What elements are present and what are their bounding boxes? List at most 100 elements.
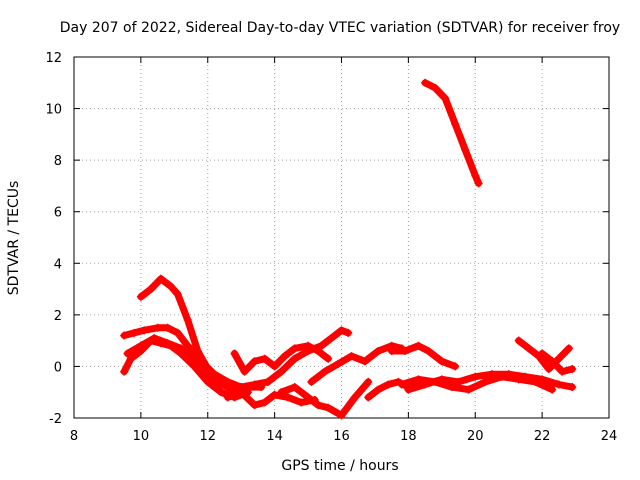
series-trace <box>388 342 459 370</box>
y-tick-label: 12 <box>45 51 62 66</box>
data-point <box>471 372 480 381</box>
data-point <box>223 393 232 402</box>
data-point <box>270 362 279 371</box>
data-point <box>290 354 299 363</box>
series-arc-13 <box>404 370 577 394</box>
x-tick-label: 14 <box>266 429 283 444</box>
data-point <box>183 341 192 350</box>
data-point <box>474 179 483 188</box>
data-point <box>217 388 226 397</box>
data-point <box>538 349 547 358</box>
data-point <box>280 352 289 361</box>
data-point <box>554 380 563 389</box>
data-point <box>290 383 299 392</box>
data-point <box>464 385 473 394</box>
data-point <box>270 390 279 399</box>
data-point <box>126 354 135 363</box>
data-point <box>344 328 353 337</box>
data-point <box>514 336 523 345</box>
data-point <box>481 377 490 386</box>
data-point <box>250 401 259 410</box>
x-axis-title: GPS time / hours <box>281 458 398 474</box>
x-tick-label: 22 <box>534 429 551 444</box>
data-point <box>568 365 577 374</box>
y-tick-label: 4 <box>54 257 62 272</box>
series-arc-4 <box>123 334 266 394</box>
data-point <box>140 326 149 335</box>
data-point <box>414 341 423 350</box>
data-point <box>421 78 430 87</box>
data-point <box>324 354 333 363</box>
x-tick-label: 10 <box>133 429 150 444</box>
chart-title: Day 207 of 2022, Sidereal Day-to-day VTE… <box>60 20 620 36</box>
series-trace <box>264 326 352 386</box>
data-point <box>120 367 129 376</box>
data-point <box>454 377 463 386</box>
data-point <box>451 362 460 371</box>
data-point <box>424 346 433 355</box>
data-point <box>421 380 430 389</box>
y-tick-label: 8 <box>54 154 62 169</box>
y-tick-label: -2 <box>49 412 62 427</box>
data-point <box>314 401 323 410</box>
data-point <box>554 354 563 363</box>
data-point <box>237 388 246 397</box>
data-point <box>558 367 567 376</box>
y-tick-label: 10 <box>45 103 62 118</box>
series-arc-2 <box>120 323 272 392</box>
data-point <box>437 357 446 366</box>
x-tick-label: 12 <box>199 429 216 444</box>
data-point <box>304 393 313 402</box>
data-point <box>277 367 286 376</box>
data-point <box>364 377 373 386</box>
data-point <box>504 370 513 379</box>
data-point <box>120 331 129 340</box>
data-point <box>401 346 410 355</box>
data-point <box>290 344 299 353</box>
series-arc-14 <box>421 78 483 188</box>
data-point <box>177 344 185 353</box>
x-tick-label: 18 <box>400 429 417 444</box>
series-trace <box>307 342 406 386</box>
data-point <box>374 346 383 355</box>
data-point <box>130 328 139 337</box>
data-point <box>263 377 272 386</box>
data-point <box>173 290 182 299</box>
data-point <box>150 334 159 343</box>
data-point <box>320 367 329 376</box>
data-point <box>350 393 359 402</box>
data-point <box>461 145 470 154</box>
data-point <box>304 346 313 355</box>
data-point <box>123 349 132 358</box>
data-point <box>257 383 266 392</box>
data-point <box>324 403 333 412</box>
data-point <box>166 282 175 291</box>
data-point <box>334 359 343 368</box>
series-arc-6 <box>263 326 353 386</box>
grid <box>74 57 609 418</box>
data-point <box>471 171 480 180</box>
data-point <box>156 274 165 283</box>
data-point <box>374 385 383 394</box>
series-arc-11 <box>387 341 460 371</box>
data-point <box>243 383 252 392</box>
data-point <box>404 385 413 394</box>
data-point <box>260 354 269 363</box>
data-point <box>163 323 172 332</box>
y-tick-label: 6 <box>54 206 62 221</box>
data-point <box>203 370 212 379</box>
data-point <box>347 352 356 361</box>
series-arc-15 <box>514 336 573 374</box>
data-point <box>548 357 557 366</box>
data-point <box>538 375 547 384</box>
data-point <box>337 326 346 335</box>
data-point <box>190 357 199 366</box>
y-tick-label: 0 <box>54 360 62 375</box>
x-tick-label: 24 <box>601 429 618 444</box>
series-trace <box>421 79 483 187</box>
data-point <box>384 380 393 389</box>
y-axis-title: SDTVAR / TECUs <box>6 181 22 296</box>
data-point <box>136 341 145 350</box>
data-point <box>183 316 192 325</box>
